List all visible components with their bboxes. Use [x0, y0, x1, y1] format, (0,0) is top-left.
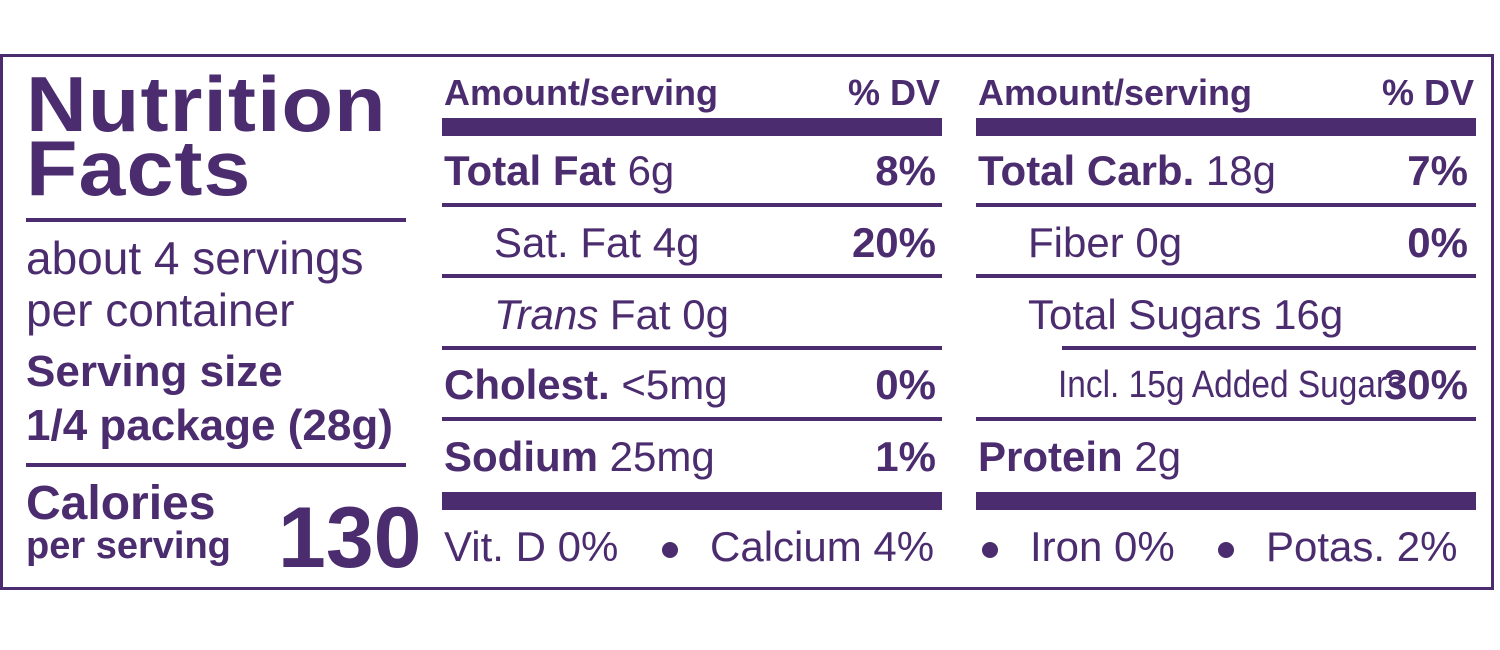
total-fat-dv: 8%: [875, 147, 936, 194]
sat-fat-row: Sat. Fat 4g: [494, 219, 700, 266]
protein-row: Protein 2g: [978, 433, 1182, 480]
header-amount-serving: Amount/serving: [978, 72, 1253, 113]
bullet-icon: [662, 520, 678, 574]
calories-label: Calories per serving: [26, 477, 231, 568]
fiber-dv: 0%: [1407, 219, 1468, 266]
total-carb-row: Total Carb. 18g: [978, 147, 1276, 194]
total-fat-row: Total Fat 6g: [444, 147, 675, 194]
sodium-row: Sodium 25mg: [444, 433, 715, 480]
divider: [442, 417, 942, 421]
divider: [26, 218, 406, 222]
trans-fat-row: Trans Fat 0g: [494, 291, 729, 338]
thick-divider: [442, 492, 942, 510]
header-percent-dv: % DV: [848, 72, 941, 113]
divider: [442, 274, 942, 278]
divider: [1062, 346, 1476, 350]
calories-value: 130: [278, 490, 422, 586]
total-sugars-row: Total Sugars 16g: [1028, 291, 1344, 338]
divider: [976, 203, 1476, 207]
header-amount-serving: Amount/serving: [444, 72, 719, 113]
header-percent-dv: % DV: [1382, 72, 1475, 113]
potassium: Potas. 2%: [1266, 523, 1458, 570]
cholesterol-row: Cholest. <5mg: [444, 361, 728, 408]
calcium: Calcium 4%: [710, 523, 935, 570]
divider: [442, 203, 942, 207]
divider: [976, 274, 1476, 278]
divider: [976, 417, 1476, 421]
serving-size: Serving size 1/4 package (28g): [26, 347, 393, 450]
nutrition-facts-title: Nutrition Facts: [26, 60, 387, 212]
iron: Iron 0%: [1030, 523, 1175, 570]
thick-divider: [976, 492, 1476, 510]
fiber-row: Fiber 0g: [1028, 219, 1183, 266]
divider: [442, 346, 942, 350]
sodium-dv: 1%: [875, 433, 936, 480]
added-sugars-dv: 30%: [1383, 361, 1468, 408]
total-carb-dv: 7%: [1407, 147, 1468, 194]
divider: [26, 463, 406, 467]
servings-per-container: about 4 servings per container: [26, 232, 364, 336]
thick-divider: [976, 118, 1476, 136]
bullet-icon: [982, 520, 998, 574]
cholesterol-dv: 0%: [875, 361, 936, 408]
sat-fat-dv: 20%: [851, 219, 936, 266]
vitamin-d: Vit. D 0%: [444, 523, 619, 570]
bullet-icon: [1218, 520, 1234, 574]
nutrition-facts-panel: [0, 54, 1494, 590]
thick-divider: [442, 118, 942, 136]
added-sugars-row: Incl. 15g Added Sugars: [1058, 364, 1404, 406]
